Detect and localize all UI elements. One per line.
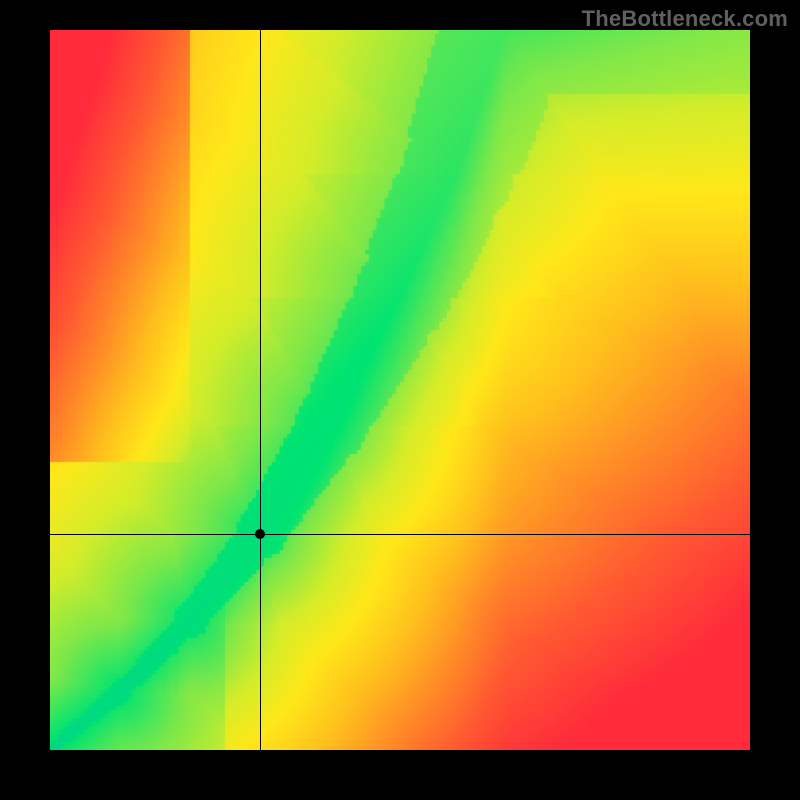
heatmap-plot (50, 30, 750, 750)
heatmap-canvas (50, 30, 750, 750)
crosshair-horizontal (50, 534, 750, 535)
crosshair-vertical (260, 30, 261, 750)
watermark-text: TheBottleneck.com (582, 6, 788, 32)
selected-point (255, 529, 265, 539)
